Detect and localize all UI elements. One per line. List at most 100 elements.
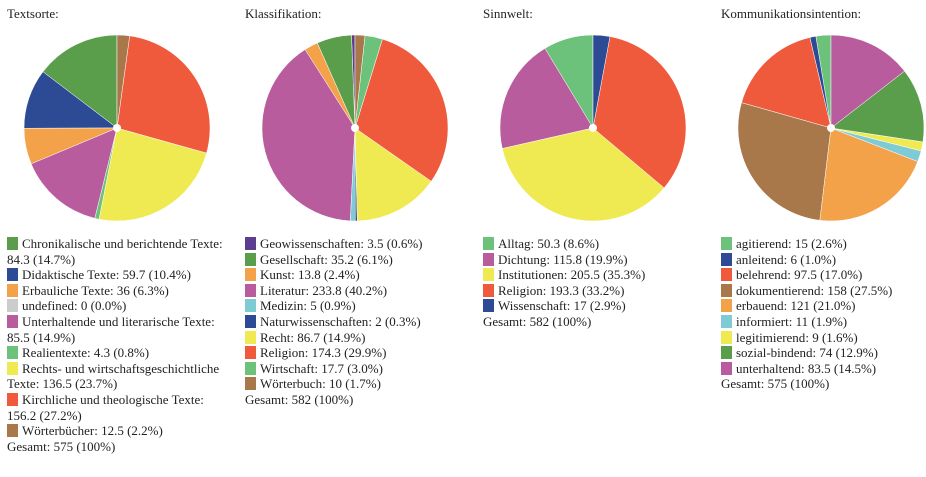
legend-entry: erbauend121 (21.0%) bbox=[721, 298, 926, 314]
value-label: 13.8 (2.4%) bbox=[297, 267, 360, 283]
legend-label: Wissenschaft bbox=[498, 298, 574, 313]
pie bbox=[23, 34, 211, 222]
legend-label: Recht bbox=[260, 330, 297, 345]
value-label: 4.3 (0.8%) bbox=[93, 345, 150, 361]
legend-swatch bbox=[7, 361, 18, 375]
legend-swatch bbox=[245, 314, 256, 328]
legend-entry: Rechts- und wirtschaftsgeschichtliche Te… bbox=[7, 361, 233, 392]
legend-label: belehrend bbox=[736, 267, 794, 282]
legend-entry: Gesellschaft35.2 (6.1%) bbox=[245, 252, 471, 268]
legend-entry: Wissenschaft17 (2.9%) bbox=[483, 298, 709, 314]
legend-swatch bbox=[721, 330, 732, 344]
pie-slice bbox=[741, 37, 832, 129]
value-label: 59.7 (10.4%) bbox=[122, 267, 191, 283]
legend-entry: Dichtung115.8 (19.9%) bbox=[483, 252, 709, 268]
legend-entry: Medizin5 (0.9%) bbox=[245, 298, 471, 314]
legend-swatch bbox=[7, 314, 18, 328]
value-label: 97.5 (17.0%) bbox=[794, 267, 863, 283]
legend-label: Dichtung bbox=[498, 252, 553, 267]
legend-swatch bbox=[245, 361, 256, 375]
legend-entry: Realientexte4.3 (0.8%) bbox=[7, 345, 233, 361]
legend-label: Chronikalische und berichtende Texte bbox=[22, 236, 223, 251]
legend-entry: anleitend6 (1.0%) bbox=[721, 252, 926, 268]
value-label: 11 (1.9%) bbox=[795, 313, 848, 329]
value-label: 10 (1.7%) bbox=[328, 376, 381, 392]
legend-swatch bbox=[721, 268, 732, 282]
legend-label: Realientexte bbox=[22, 345, 94, 360]
legend-label: Institutionen bbox=[498, 267, 571, 282]
value-label: 9 (1.6%) bbox=[812, 329, 858, 345]
legend-label: Religion bbox=[498, 283, 550, 298]
value-label: 86.7 (14.9%) bbox=[297, 329, 366, 345]
pie bbox=[737, 34, 925, 222]
legend-entry: Geowissenschaften3.5 (0.6%) bbox=[245, 236, 471, 252]
legend-label: agitierend bbox=[736, 236, 795, 251]
total-label: Gesamt: 575 (100%) bbox=[7, 438, 116, 454]
value-label: 6 (1.0%) bbox=[790, 251, 837, 267]
value-label: 74 (12.9%) bbox=[819, 345, 878, 361]
legend-swatch bbox=[7, 237, 18, 250]
chart-column: Sinnwelt: Alltag50.3 (8.6%)Dichtung115.8 … bbox=[481, 0, 711, 477]
pie-slice bbox=[116, 35, 211, 154]
pie-slice bbox=[830, 34, 905, 129]
legend-entry: Literatur233.8 (40.2%) bbox=[245, 283, 471, 299]
legend-label: sozial-bindend bbox=[736, 345, 819, 360]
pie-slice bbox=[354, 38, 449, 182]
legend-entry: Chronikalische und berichtende Texte84.3… bbox=[7, 236, 233, 267]
value-label: 174.3 (29.9%) bbox=[311, 345, 387, 361]
center-dot bbox=[351, 124, 359, 132]
value-label: 156.2 (27.2%) bbox=[7, 407, 82, 423]
legend-label: Wirtschaft bbox=[260, 361, 321, 376]
legend-entry: Wörterbücher12.5 (2.2%) bbox=[7, 423, 233, 439]
legend-label: undefined bbox=[22, 298, 81, 313]
legend-swatch bbox=[721, 361, 732, 375]
value-label: 17 (2.9%) bbox=[573, 298, 626, 314]
legend-label: Wörterbuch bbox=[260, 376, 329, 391]
legend-swatch bbox=[7, 283, 18, 297]
pie-slice bbox=[737, 102, 832, 221]
legend-label: informiert bbox=[736, 314, 796, 329]
legend-swatch bbox=[245, 299, 256, 313]
legend-swatch bbox=[7, 392, 18, 406]
chart-title: Klassifikation: bbox=[245, 6, 322, 21]
pie-slice bbox=[42, 34, 118, 129]
legend-swatch bbox=[721, 252, 732, 266]
legend-label: Didaktische Texte bbox=[22, 267, 123, 282]
total-label: Gesamt: 582 (100%) bbox=[483, 313, 592, 329]
total-label: Gesamt: 582 (100%) bbox=[245, 391, 354, 407]
legend-entry: Kirchliche und theologische Texte156.2 (… bbox=[7, 392, 233, 423]
value-label: 15 (2.6%) bbox=[794, 236, 847, 251]
value-label: 205.5 (35.3%) bbox=[570, 267, 646, 283]
value-label: 136.5 (23.7%) bbox=[42, 376, 118, 392]
chart-column: Textsorte: Chronikalische und berichtende… bbox=[5, 0, 235, 477]
legend-swatch bbox=[721, 283, 732, 297]
chart-column: Kommunikationsintention: agitierend15 (2.… bbox=[719, 0, 926, 477]
legend-label: erbauend bbox=[736, 298, 791, 313]
legend: Chronikalische und berichtende Texte84.3… bbox=[7, 236, 233, 454]
legend-label: unterhaltend bbox=[736, 361, 808, 376]
legend-label: legitimierend bbox=[736, 330, 812, 345]
legend-label: Medizin bbox=[260, 298, 310, 313]
pie-slice bbox=[592, 34, 611, 129]
legend: Alltag50.3 (8.6%)Dichtung115.8 (19.9%)In… bbox=[483, 236, 709, 330]
legend-swatch bbox=[245, 237, 256, 250]
legend-swatch bbox=[483, 283, 494, 297]
legend-entry: informiert11 (1.9%) bbox=[721, 314, 926, 330]
value-label: 17.7 (3.0%) bbox=[321, 360, 383, 376]
value-label: 5 (0.9%) bbox=[310, 298, 356, 314]
legend-entry: Erbauliche Texte36 (6.3%) bbox=[7, 283, 233, 299]
legend-label: Literatur bbox=[260, 283, 312, 298]
value-label: 121 (21.0%) bbox=[790, 298, 856, 314]
value-label: 158 (27.5%) bbox=[827, 282, 893, 298]
pie bbox=[499, 34, 687, 222]
legend-entry: Alltag50.3 (8.6%) bbox=[483, 236, 709, 252]
legend-entry: unterhaltend83.5 (14.5%) bbox=[721, 361, 926, 377]
legend-swatch bbox=[721, 299, 732, 313]
legend-entry: Wirtschaft17.7 (3.0%) bbox=[245, 361, 471, 377]
chart-title: Textsorte: bbox=[7, 6, 59, 21]
legend-swatch bbox=[245, 283, 256, 297]
value-label: 85.5 (14.9%) bbox=[7, 329, 76, 345]
legend-entry: dokumentierend158 (27.5%) bbox=[721, 283, 926, 299]
legend-swatch bbox=[245, 252, 256, 266]
pie-slice bbox=[499, 48, 594, 149]
